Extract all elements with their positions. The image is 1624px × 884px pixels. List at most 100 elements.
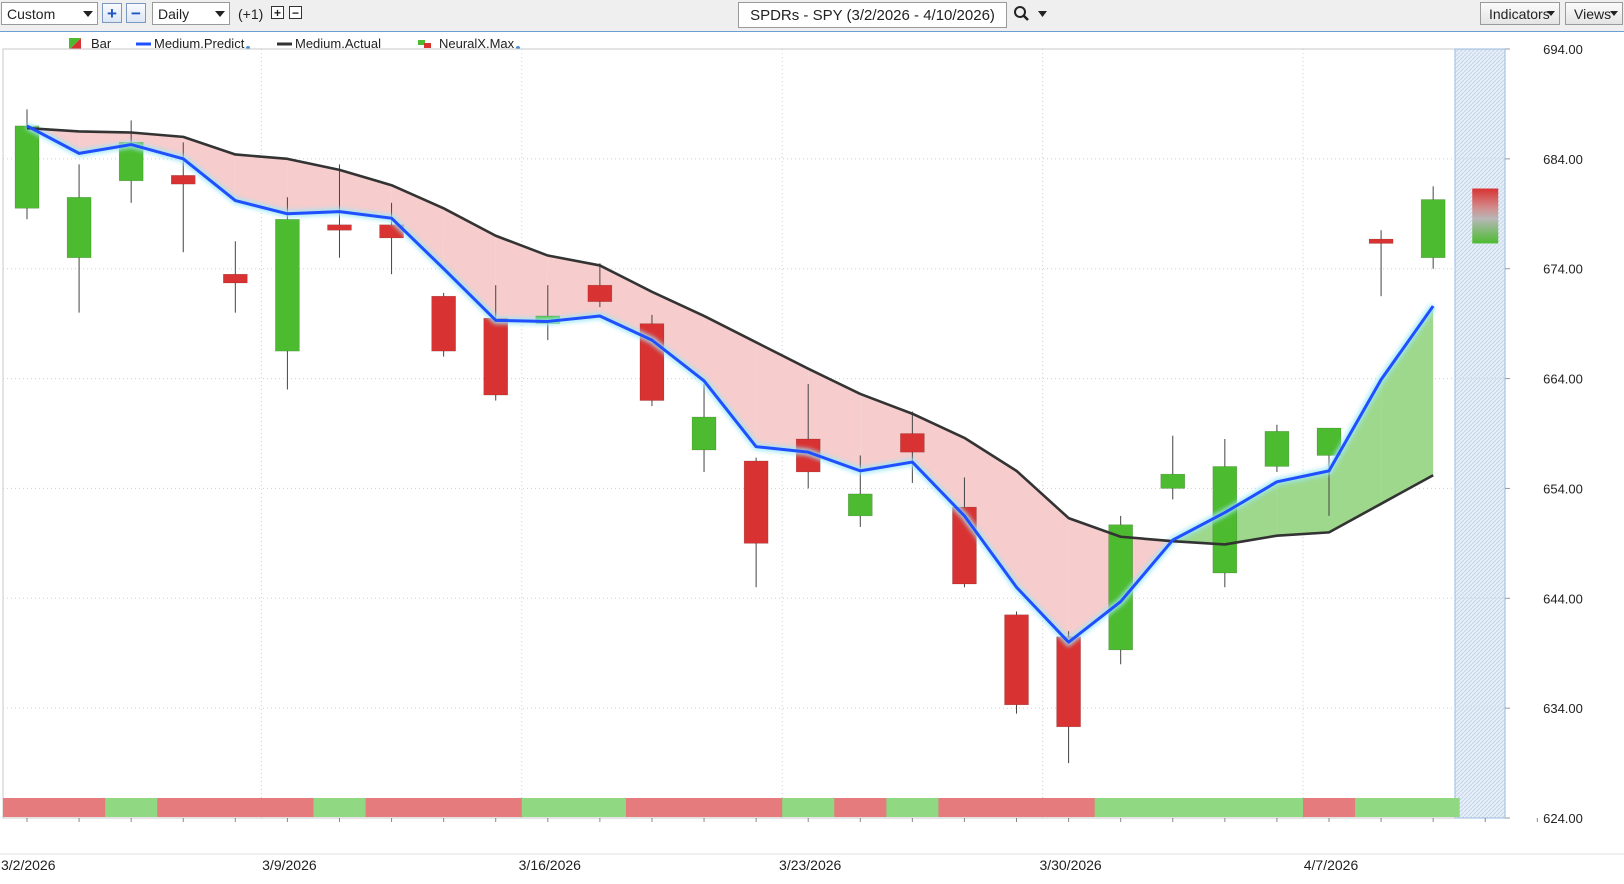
candle-down [431, 295, 456, 352]
interval-select-value: Daily [158, 5, 190, 22]
candle-up [691, 416, 717, 451]
signal-strip-cell [157, 798, 210, 817]
band-fill [651, 291, 705, 381]
settings-dot-icon[interactable] [246, 45, 251, 50]
candle-up [66, 197, 92, 258]
signal-strip-cell [1250, 798, 1304, 817]
signal-strip-cell [1198, 798, 1252, 817]
offset-label: (+1) [238, 6, 264, 22]
chevron-down-icon [215, 11, 225, 17]
zoom-out-button[interactable]: − [126, 3, 146, 23]
indicators-button[interactable]: Indicators [1480, 2, 1560, 25]
candle-up [1160, 473, 1186, 489]
signal-strip-cell [105, 798, 158, 817]
band-fill [443, 208, 496, 321]
chevron-down-icon [1547, 11, 1555, 16]
y-tick-label: 664.00 [1543, 372, 1583, 387]
views-button[interactable]: Views [1565, 2, 1623, 25]
legend-label: Medium.Actual [295, 36, 381, 51]
candle-up [848, 493, 873, 517]
band-fill [964, 437, 1017, 588]
signal-strip-cell [521, 798, 575, 817]
x-tick-label: 3/16/2026 [519, 857, 581, 873]
zoom-in-button[interactable]: + [102, 3, 122, 23]
legend-item-neuralx-max[interactable]: NeuralX.Max [417, 36, 521, 51]
symbol-title-box[interactable]: SPDRs - SPY (3/2/2026 - 4/10/2026) [738, 2, 1007, 28]
candle-down [170, 175, 196, 185]
range-select[interactable]: Custom [1, 2, 98, 25]
chevron-down-icon [1610, 11, 1618, 16]
signal-strip-cell [417, 798, 471, 817]
signal-strip-cell [313, 798, 367, 817]
signal-strip-cell [1042, 798, 1096, 817]
predict-line [26, 124, 1435, 644]
signal-strip-cell [938, 798, 992, 817]
signal-strip-cell [730, 798, 783, 817]
candle-down [1056, 636, 1081, 728]
views-label: Views [1574, 5, 1612, 22]
candle-down [483, 317, 508, 396]
candle-down [587, 284, 613, 302]
plus-icon: + [273, 5, 281, 20]
minus-icon: − [291, 5, 299, 20]
band-fill [235, 154, 288, 214]
blue-line-icon [136, 42, 151, 45]
signal-strip-cell [834, 798, 887, 817]
band-fill [808, 368, 861, 471]
signal-strip-cell [469, 798, 523, 817]
y-tick-label: 674.00 [1543, 262, 1583, 277]
x-tick-label: 4/7/2026 [1304, 857, 1359, 873]
signal-strip-cell [209, 798, 262, 817]
x-tick-label: 3/23/2026 [779, 857, 841, 873]
interval-select[interactable]: Daily [152, 2, 230, 25]
band-fill [547, 255, 600, 322]
indicators-label: Indicators [1489, 5, 1550, 22]
plus-icon: + [107, 3, 117, 23]
legend-label: Medium.Predict [154, 36, 245, 51]
candle-down [327, 224, 352, 231]
band-fill [1276, 470, 1329, 536]
y-tick-label: 694.00 [1543, 42, 1583, 57]
y-tick-label: 654.00 [1543, 481, 1583, 496]
y-tick-label: 684.00 [1543, 152, 1583, 167]
y-tick-label: 624.00 [1543, 811, 1583, 826]
offset-decrease-button[interactable]: − [289, 6, 302, 19]
legend-item-medium-predict[interactable]: Medium.Predict [136, 36, 251, 51]
signal-strip-cell [990, 798, 1044, 817]
search-button[interactable] [1012, 3, 1048, 25]
band-fill [912, 413, 965, 516]
y-tick-label: 634.00 [1543, 701, 1583, 716]
x-tick-label: 3/30/2026 [1039, 857, 1101, 873]
band-fill [704, 315, 757, 447]
neuralx-max-bar [1472, 188, 1499, 244]
legend-item-bar[interactable]: Bar [68, 36, 111, 51]
signal-strip-cell [678, 798, 731, 817]
candle-down [1368, 238, 1394, 244]
candle-up [1264, 431, 1290, 467]
legend-label: Bar [91, 36, 112, 51]
candle-up [14, 125, 40, 209]
offset-increase-button[interactable]: + [271, 6, 284, 19]
signal-strip-cell [573, 798, 627, 817]
legend-item-medium-actual[interactable]: Medium.Actual [277, 36, 381, 51]
minus-icon: − [131, 3, 141, 23]
x-tick-label: 3/9/2026 [262, 857, 317, 873]
signal-strip-cell [365, 798, 419, 817]
signal-strip-cell [261, 798, 314, 817]
candle-up [1420, 199, 1446, 258]
dark-line-icon [277, 42, 292, 45]
band-fill [1381, 306, 1434, 504]
signal-strip-cell [782, 798, 835, 817]
signal-strip-cell [1407, 798, 1460, 817]
candle-down [223, 273, 248, 284]
candle-down [1004, 614, 1029, 706]
chart-toolbar: Custom + − Daily (+1) + − SPDRs - SPY (3… [0, 0, 1624, 32]
candle-down [743, 460, 769, 544]
actual-line [26, 126, 1434, 546]
search-icon [1014, 6, 1047, 21]
candle-down [900, 433, 925, 453]
band-fill [1329, 379, 1382, 533]
candle-up [275, 219, 300, 352]
settings-dot-icon[interactable] [516, 45, 521, 50]
